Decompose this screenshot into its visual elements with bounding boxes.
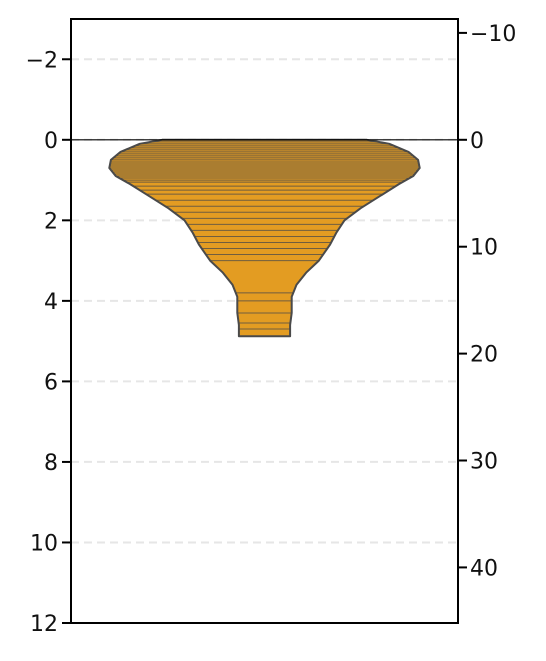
right-tick-label: 10 bbox=[470, 236, 498, 261]
left-tick-label: 10 bbox=[30, 531, 58, 556]
right-tick-label: 40 bbox=[470, 556, 498, 581]
violin-layer bbox=[71, 138, 458, 338]
left-tick-label: 8 bbox=[44, 451, 58, 476]
left-tick-label: −2 bbox=[26, 48, 58, 73]
left-tick-label: 12 bbox=[30, 612, 58, 637]
violin-body bbox=[108, 138, 421, 338]
plot-frame bbox=[70, 18, 459, 624]
right-tick-label: −10 bbox=[470, 22, 516, 47]
left-tick-label: 2 bbox=[44, 209, 58, 234]
right-tick-label: 0 bbox=[470, 129, 484, 154]
left-y-axis: −2 0 2 4 6 8 10 12 bbox=[26, 48, 71, 637]
right-tick-label: 30 bbox=[470, 450, 498, 475]
left-tick-label: 0 bbox=[44, 129, 58, 154]
right-tick-label: 20 bbox=[470, 343, 498, 368]
right-y-axis: −10 0 10 20 30 40 bbox=[458, 22, 516, 581]
left-tick-label: 4 bbox=[44, 290, 58, 315]
left-tick-label: 6 bbox=[44, 370, 58, 395]
plot-border bbox=[70, 18, 459, 624]
